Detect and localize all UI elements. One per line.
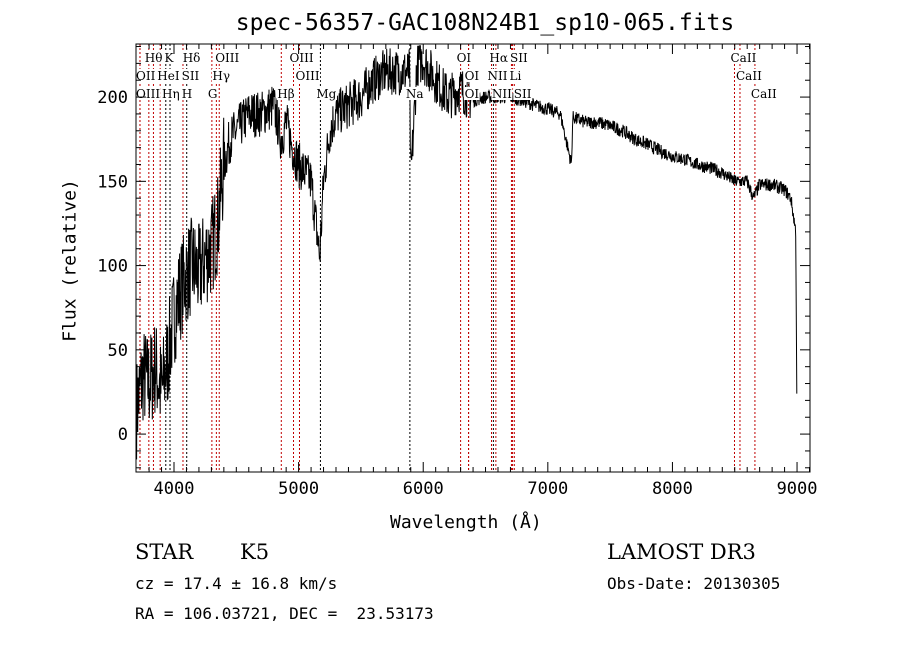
spectral-line-label: Hγ: [212, 69, 230, 83]
spectral-line-label: OI: [457, 51, 472, 65]
spectral-line-label-background: [164, 51, 174, 64]
coordinates: RA = 106.03721, DEC = 23.53173: [135, 604, 434, 623]
x-axis-label: Wavelength (Å): [390, 512, 542, 533]
spectral-line-label-background: [730, 51, 757, 64]
spectral-line-label-background: [735, 69, 763, 82]
spectral-line-label-background: [182, 51, 201, 64]
spectral-line-label: Li: [510, 69, 522, 83]
spectral-line-label: CaII: [736, 69, 762, 83]
x-tick-label: 6000: [403, 479, 444, 499]
spectral-line-label-background: [295, 69, 321, 82]
spectral-line-label-background: [487, 69, 508, 82]
spectral-line-label: H: [182, 87, 192, 101]
spectral-line-label: OIII: [290, 51, 314, 65]
spectral-line-label-background: [289, 51, 315, 64]
x-tick-label: 4000: [154, 479, 195, 499]
spectral-line-label-background: [750, 87, 778, 100]
spectral-line-label-background: [315, 87, 337, 100]
spectral-line-label: NII: [488, 69, 508, 83]
spectral-line-label-background: [156, 69, 181, 82]
x-tick-label: 8000: [652, 479, 693, 499]
spectral-line-label-background: [181, 69, 200, 82]
spectral-line-label: Hθ: [145, 51, 163, 65]
spectral-line-label: Hη: [162, 87, 180, 101]
y-tick-label: 100: [97, 257, 128, 277]
spectral-line-label: OIII: [215, 51, 239, 65]
spectral-line-label-background: [509, 69, 522, 82]
spectral-line-label-background: [276, 87, 296, 100]
spectral-line-label: OII: [136, 69, 156, 83]
spectral-line-label-background: [509, 51, 529, 64]
object-class: STAR: [135, 540, 194, 564]
spectral-line-label: OI: [465, 87, 480, 101]
spectral-line-label-background: [464, 69, 480, 82]
spectral-line-label-background: [513, 87, 532, 100]
y-tick-label: 50: [108, 341, 128, 361]
spectral-line-label: G: [208, 87, 218, 101]
spectral-line-label-background: [488, 51, 509, 64]
spectral-line-label-background: [144, 51, 163, 64]
chart-title: spec-56357-GAC108N24B1_sp10-065.fits: [235, 10, 735, 36]
y-tick-label: 150: [97, 172, 128, 192]
x-tick-label: 7000: [527, 479, 568, 499]
spectral-line-label: CaII: [751, 87, 777, 101]
spectral-line-label-background: [456, 51, 472, 64]
spectral-line-label-background: [181, 87, 193, 100]
spectral-line-label: NII: [492, 87, 512, 101]
redshift-velocity: cz = 17.4 ± 16.8 km/s: [135, 574, 338, 593]
spectral-line-label: CaII: [731, 51, 757, 65]
observation-date: Obs-Date: 20130305: [607, 574, 781, 593]
spectral-line-label-background: [464, 87, 480, 100]
spectrum-line: [136, 45, 798, 460]
spectral-line-label-background: [405, 87, 425, 100]
y-tick-label: 200: [97, 88, 128, 108]
spectral-line-label: OIII: [136, 87, 160, 101]
spectral-line-label: HeI: [157, 69, 180, 83]
spectral-line-label-background: [214, 51, 240, 64]
x-tick-label: 5000: [278, 479, 319, 499]
spectral-line-label: Hδ: [183, 51, 201, 65]
spectral-line-label: Na: [406, 87, 424, 101]
spectral-line-label: Mg: [316, 87, 336, 101]
spectral-line-label: OI: [465, 69, 480, 83]
spectral-line-label-background: [491, 87, 513, 100]
y-tick-label: 0: [118, 425, 128, 445]
spectral-line-label: OIII: [296, 69, 320, 83]
y-axis-label: Flux (relative): [59, 179, 81, 342]
spectral-line-label: Hβ: [277, 87, 294, 101]
spectral-line-label: SII: [514, 87, 532, 101]
survey-name: LAMOST DR3: [607, 540, 756, 564]
spectral-line-label-background: [211, 69, 231, 82]
spectral-line-label: SII: [182, 69, 200, 83]
spectral-line-label-background: [161, 87, 181, 100]
spectral-line-label: Hα: [489, 51, 508, 65]
spectral-line-label: SII: [510, 51, 528, 65]
plot-frame: [135, 43, 811, 473]
spectral-line-label-background: [207, 87, 218, 100]
spectral-line-label: K: [165, 51, 175, 65]
spectral-line-label-background: [135, 69, 156, 82]
object-subclass: K5: [240, 540, 270, 564]
x-tick-label: 9000: [777, 479, 818, 499]
